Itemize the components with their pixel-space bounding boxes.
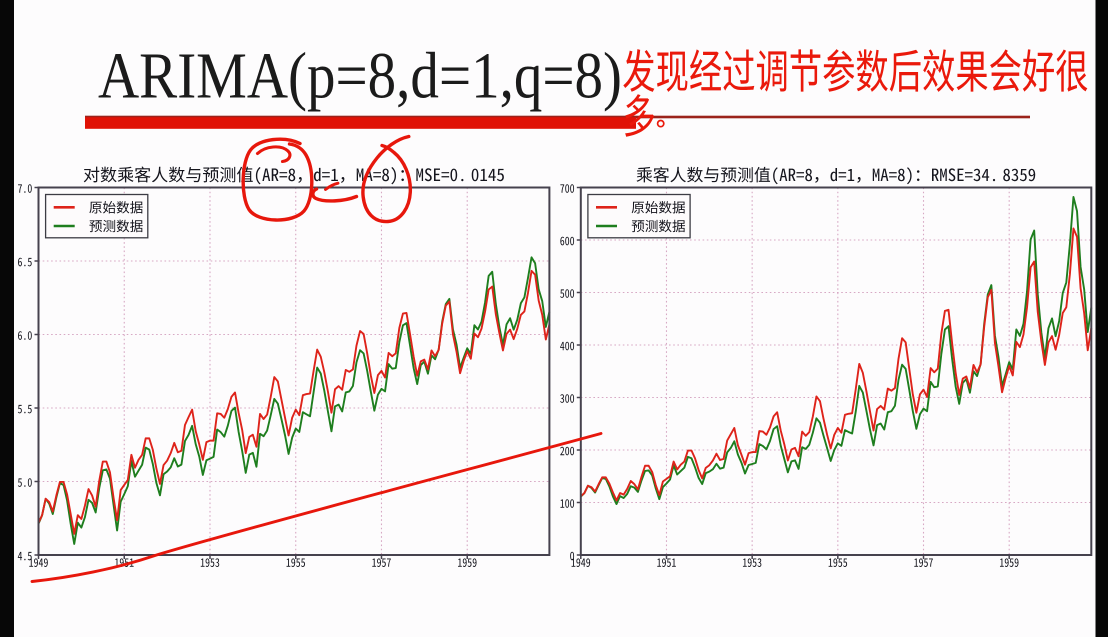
svg-text:ARIMA(p=8,d=1,q=8): ARIMA(p=8,d=1,q=8) (98, 40, 622, 113)
